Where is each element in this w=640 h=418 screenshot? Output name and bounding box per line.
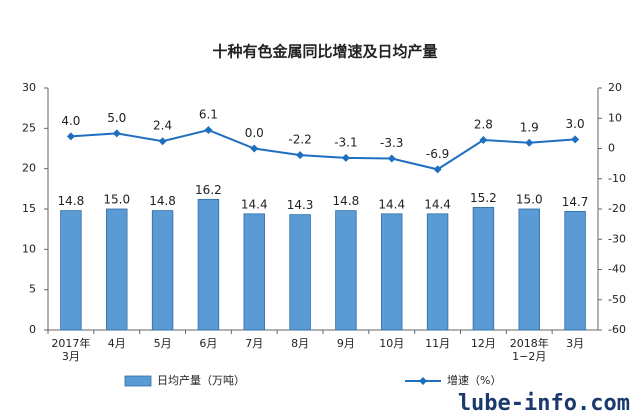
legend-swatch — [124, 375, 152, 387]
chart-title: 十种有色金属同比增速及日均产量 — [212, 43, 437, 61]
x-tick-label: 10月 — [379, 337, 404, 350]
line-value-label: 0.0 — [245, 126, 264, 140]
bar — [472, 206, 495, 331]
y2-tick-label: -20 — [608, 202, 626, 215]
y2-tick-label: 20 — [608, 81, 622, 94]
bar — [106, 208, 128, 331]
line-marker — [66, 132, 75, 141]
line-value-label: 1.9 — [520, 120, 539, 134]
x-tick-label: 7月 — [245, 337, 263, 350]
bar — [335, 210, 357, 331]
bar — [60, 210, 82, 331]
line-marker — [433, 165, 442, 174]
x-tick-label: 6月 — [199, 337, 217, 350]
line-marker — [479, 136, 488, 145]
bar-value-label: 15.0 — [103, 193, 130, 207]
y2-tick-label: -40 — [608, 263, 626, 276]
line-value-label: -3.1 — [334, 135, 357, 149]
line-marker — [204, 126, 213, 135]
bar — [289, 214, 311, 331]
y2-tick-label: 0 — [608, 142, 615, 155]
line-value-label: -3.3 — [380, 136, 403, 150]
bar-value-label: 14.8 — [333, 194, 360, 208]
line-value-label: -2.2 — [288, 133, 311, 147]
y2-tick-label: -60 — [608, 323, 626, 336]
x-tick-label: 5月 — [154, 337, 172, 350]
x-tick-label: 2017年 3月 — [51, 336, 90, 363]
line-marker — [296, 151, 305, 160]
line-marker — [250, 144, 259, 153]
bar — [197, 198, 220, 331]
x-tick-label: 8月 — [291, 337, 309, 350]
legend-label: 增速（%） — [447, 373, 501, 387]
bar — [381, 213, 403, 331]
line-marker — [387, 154, 396, 163]
bar-value-label: 14.8 — [149, 194, 176, 208]
line-value-label: 4.0 — [61, 114, 80, 128]
x-tick-label: 3月 — [566, 337, 584, 350]
line-value-label: 2.8 — [474, 118, 493, 132]
x-tick-label: 9月 — [337, 337, 355, 350]
line-value-label: 6.1 — [199, 108, 218, 122]
line-marker — [571, 135, 580, 144]
bar-value-label: 14.4 — [424, 197, 451, 211]
bar-value-label: 15.0 — [516, 193, 543, 207]
bar — [564, 211, 586, 331]
bar-value-label: 14.4 — [378, 197, 405, 211]
line-value-label: -6.9 — [426, 147, 449, 161]
y2-tick-label: 10 — [608, 111, 622, 124]
y-tick-label: 5 — [29, 283, 36, 296]
bar-value-label: 14.8 — [58, 194, 85, 208]
y-tick-label: 30 — [22, 81, 36, 94]
line-value-label: 2.4 — [153, 119, 172, 133]
y-tick-label: 15 — [22, 202, 36, 215]
bar-value-label: 15.2 — [470, 191, 497, 205]
y-tick-label: 0 — [29, 323, 36, 336]
watermark: lube-info.com — [458, 391, 630, 416]
bar — [151, 210, 174, 331]
bar-value-label: 14.3 — [287, 198, 314, 212]
y-tick-label: 25 — [22, 121, 36, 134]
x-tick-label: 12月 — [471, 337, 496, 350]
y-tick-label: 20 — [22, 162, 36, 175]
bar-value-label: 14.7 — [562, 195, 589, 209]
y2-tick-label: -10 — [608, 172, 626, 185]
bar-value-label: 16.2 — [195, 183, 222, 197]
legend-label: 日均产量（万吨） — [157, 373, 245, 387]
line-marker — [158, 137, 167, 146]
line-value-label: 5.0 — [107, 111, 126, 125]
bar — [243, 213, 265, 331]
line-marker — [112, 129, 121, 138]
x-tick-label: 2018年 1−2月 — [510, 336, 549, 363]
line-value-label: 3.0 — [566, 117, 585, 131]
bar — [518, 208, 540, 331]
x-tick-label: 11月 — [425, 337, 450, 350]
line-marker — [341, 153, 350, 162]
bar-value-label: 14.4 — [241, 197, 268, 211]
x-tick-label: 4月 — [108, 337, 126, 350]
y2-tick-label: -50 — [608, 293, 626, 306]
bar — [426, 213, 449, 331]
line-marker — [525, 138, 534, 147]
line — [70, 129, 576, 171]
y-tick-label: 10 — [22, 242, 36, 255]
y2-tick-label: -30 — [608, 232, 626, 245]
legend-marker — [419, 377, 427, 385]
